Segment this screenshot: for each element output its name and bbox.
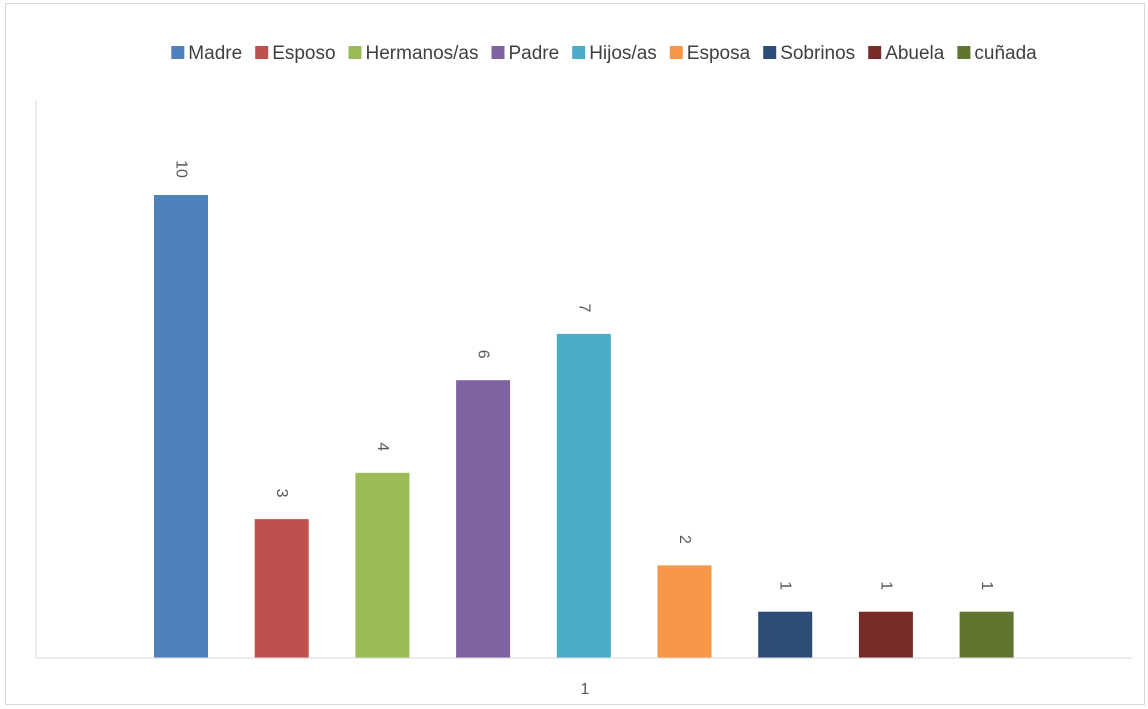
legend-item-esposo: Esposo [255,43,336,64]
legend-label-esposa: Esposa [687,43,751,64]
legend-swatch-esposa [669,46,683,59]
legend-swatch-esposo [255,46,269,59]
data-label-esposo: 3 [273,489,290,498]
x-tick-label: 1 [581,681,590,698]
legend-label-sobrinos: Sobrinos [780,43,855,64]
legend-item-sobrinos: Sobrinos [763,43,855,64]
bars [154,195,1014,658]
legend-swatch-hijos-as [572,46,586,59]
data-label-esposa: 2 [676,535,693,544]
legend-label-hermanos-as: Hermanos/as [366,43,479,64]
bar-cuñada [959,611,1014,658]
legend-item-cuñada: cuñada [957,43,1037,64]
data-label-sobrinos: 1 [777,581,794,590]
legend-swatch-sobrinos [763,46,777,59]
bar-abuela [858,611,913,658]
legend-label-hijos-as: Hijos/as [589,43,657,64]
legend-item-hijos-as: Hijos/as [572,43,657,64]
x-axis-ticks: 1 [581,681,590,698]
legend-item-abuela: Abuela [868,43,945,64]
legend-swatch-padre [491,46,505,59]
bar-sobrinos [758,611,813,658]
legend-label-cuñada: cuñada [974,43,1037,64]
legend-swatch-madre [171,46,185,59]
legend-swatch-abuela [868,46,882,59]
legend-item-esposa: Esposa [669,43,751,64]
data-label-madre: 10 [173,160,190,178]
legend-item-hermanos-as: Hermanos/as [348,43,479,64]
data-label-abuela: 1 [877,581,894,590]
legend-swatch-hermanos-as [348,46,362,59]
bar-esposa [657,565,712,658]
legend-label-madre: Madre [188,43,242,64]
data-label-cuñada: 1 [978,581,995,590]
data-label-hijos-as: 7 [575,303,592,312]
bar-madre [154,195,208,658]
legend-swatch-cuñada [957,46,971,59]
legend: Madre Esposo Hermanos/as Padre Hijos/as Espos… [171,43,1037,64]
bar-hermanos-as [355,472,410,658]
bar-hijos-as [556,333,611,658]
legend-label-esposo: Esposo [272,43,335,64]
bar-esposo [254,519,309,658]
bar-padre [456,380,511,658]
legend-label-abuela: Abuela [885,43,945,64]
legend-label-padre: Padre [509,43,560,64]
data-label-padre: 6 [475,350,492,359]
data-label-hermanos-as: 4 [374,442,391,451]
legend-item-madre: Madre [171,43,242,64]
legend-item-padre: Padre [491,43,560,64]
data-labels: 10 3 4 6 7 2 1 1 1 [173,160,996,590]
